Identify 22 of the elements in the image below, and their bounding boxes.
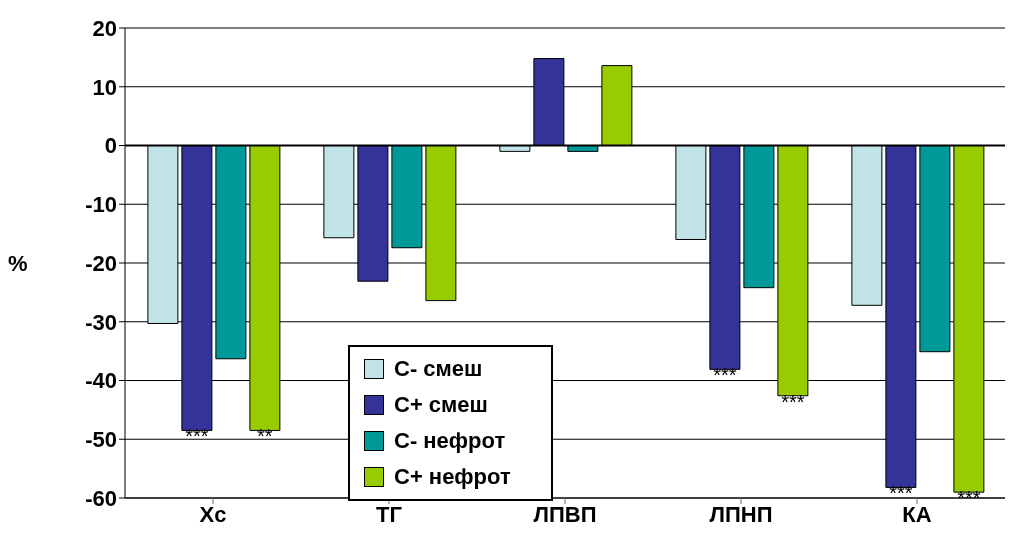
x-tick-label: Хс	[199, 501, 227, 527]
y-tick-label: -40	[85, 368, 117, 394]
y-tick-label: -60	[85, 485, 117, 511]
legend-label: С- смеш	[394, 356, 483, 382]
y-tick-label: -20	[85, 250, 117, 276]
y-tick-label: -50	[85, 427, 117, 453]
legend-label: С- нефрот	[394, 428, 506, 454]
y-tick-label: 20	[92, 15, 117, 41]
y-tick-label: 10	[92, 74, 117, 100]
annotation: **	[257, 425, 273, 448]
y-tick-label: 0	[104, 133, 117, 159]
annotation: ***	[713, 364, 737, 387]
annotation: ***	[781, 390, 805, 413]
annotation: ***	[185, 425, 209, 448]
x-tick-label: ЛПНП	[709, 501, 773, 527]
legend-label: С+ смеш	[394, 392, 488, 418]
y-axis-title: %	[8, 250, 28, 276]
y-tick-label: -10	[85, 192, 117, 218]
y-tick-label: -30	[85, 309, 117, 335]
x-tick-label: ЛПВП	[533, 501, 597, 527]
x-tick-label: ТГ	[376, 501, 403, 527]
legend-label: С+ нефрот	[394, 464, 511, 490]
